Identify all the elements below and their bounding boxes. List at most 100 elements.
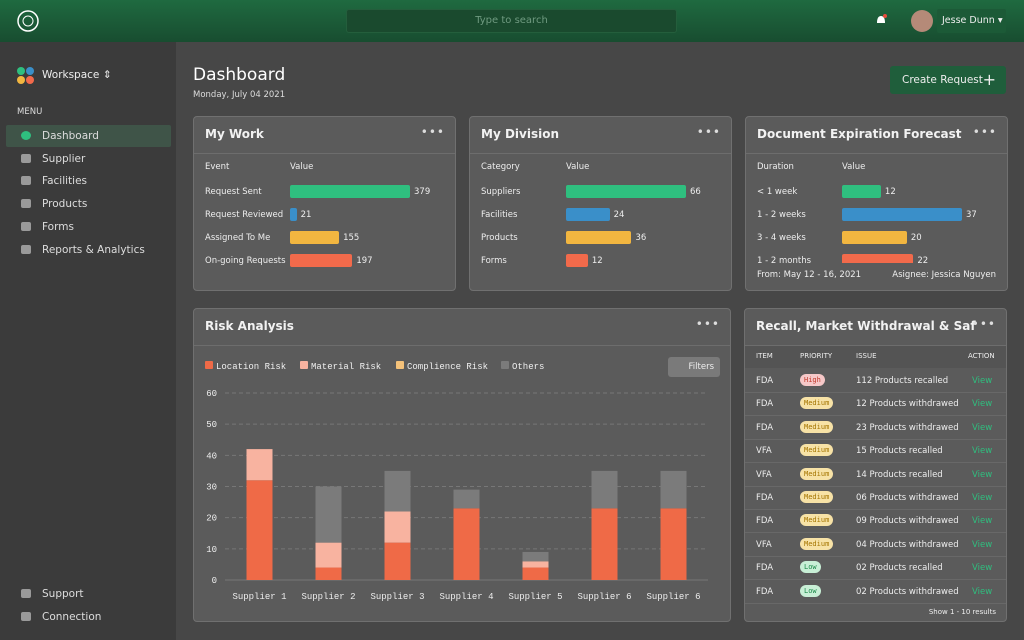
table-cell: 23 Products withdrawed — [856, 423, 959, 433]
legend-swatch — [205, 361, 213, 369]
priority-badge: Medium — [800, 514, 833, 526]
search-box[interactable]: Type to search — [346, 9, 677, 33]
card-title: My Work — [205, 127, 264, 141]
view-link[interactable]: View — [972, 516, 992, 526]
table-cell: 09 Products withdrawed — [856, 516, 959, 526]
menu-icon — [21, 222, 31, 231]
column-header: ITEM — [756, 352, 773, 360]
legend-label: Complience Risk — [407, 362, 488, 372]
widget-card: My Division•••CategoryValueSuppliers66Fa… — [469, 116, 732, 291]
priority-cell: Medium — [800, 514, 833, 526]
value-bar — [290, 185, 410, 198]
menu-item[interactable]: Supplier — [6, 148, 171, 170]
value-bar — [566, 185, 686, 198]
priority-cell: Medium — [800, 444, 833, 456]
menu-item[interactable]: Reports & Analytics — [6, 239, 171, 261]
priority-cell: Medium — [800, 538, 833, 550]
view-link[interactable]: View — [972, 399, 992, 409]
more-menu[interactable]: ••• — [421, 125, 445, 139]
row-divider — [745, 579, 1006, 580]
card-title: Recall, Market Withdrawal & Safety A... — [756, 319, 976, 333]
value-bar — [290, 254, 352, 267]
workspace-icon — [16, 66, 36, 86]
priority-badge: Low — [800, 585, 821, 597]
view-link[interactable]: View — [972, 470, 992, 480]
footer-item[interactable]: Support — [6, 583, 171, 605]
row-label: < 1 week — [757, 187, 797, 197]
bar-segment — [247, 449, 273, 480]
footer-item[interactable]: Connection — [6, 606, 171, 628]
row-label: Assigned To Me — [205, 233, 270, 243]
view-link[interactable]: View — [972, 563, 992, 573]
bar-segment — [592, 508, 618, 580]
menu-item[interactable]: Forms — [6, 216, 171, 238]
bar-segment — [454, 490, 480, 509]
table-cell: 06 Products withdrawed — [856, 493, 959, 503]
row-label: Products — [481, 233, 518, 243]
column-header: PRIORITY — [800, 352, 832, 360]
more-menu[interactable]: ••• — [973, 125, 997, 139]
value-bar — [290, 231, 339, 244]
more-menu[interactable]: ••• — [697, 125, 721, 139]
recall-card: Recall, Market Withdrawal & Safety A... … — [744, 308, 1007, 622]
menu-item[interactable]: Dashboard — [6, 125, 171, 147]
menu-label: MENU — [17, 107, 42, 117]
table-cell: 112 Products recalled — [856, 376, 948, 386]
row-label: Suppliers — [481, 187, 520, 197]
menu-item[interactable]: Facilities — [6, 170, 171, 192]
view-link[interactable]: View — [972, 446, 992, 456]
value-label: 24 — [614, 210, 625, 220]
row-divider — [745, 462, 1006, 463]
legend-swatch — [501, 361, 509, 369]
priority-badge: Medium — [800, 491, 833, 503]
user-menu[interactable]: Jesse Dunn ▾ — [937, 9, 1006, 33]
bar-segment — [316, 487, 342, 543]
sidebar: Workspace ⇕ MENU DashboardSupplierFacili… — [0, 42, 176, 640]
row-divider — [745, 415, 1006, 416]
avatar[interactable] — [911, 10, 933, 32]
top-bar: Type to search Jesse Dunn ▾ — [0, 0, 1024, 42]
priority-cell: High — [800, 374, 825, 386]
y-tick-label: 10 — [206, 545, 217, 555]
row-divider — [745, 556, 1006, 557]
priority-cell: Medium — [800, 468, 833, 480]
menu-icon — [21, 245, 31, 254]
row-label: On-going Requests — [205, 256, 286, 266]
table-cell: FDA — [756, 587, 773, 597]
priority-cell: Low — [800, 561, 821, 573]
priority-badge: Low — [800, 561, 821, 573]
bar-segment — [385, 511, 411, 542]
workspace-switch[interactable]: Workspace ⇕ — [42, 69, 112, 81]
button-label: Create Request — [902, 74, 983, 86]
priority-badge: Medium — [800, 538, 833, 550]
notification-icon[interactable] — [875, 13, 887, 27]
table-cell: 04 Products withdrawed — [856, 540, 959, 550]
x-tick-label: Supplier 5 — [508, 592, 562, 602]
view-link[interactable]: View — [972, 423, 992, 433]
priority-cell: Medium — [800, 491, 833, 503]
row-label: Facilities — [481, 210, 517, 220]
menu-item[interactable]: Products — [6, 193, 171, 215]
table-cell: FDA — [756, 563, 773, 573]
view-link[interactable]: View — [972, 540, 992, 550]
row-label: Request Reviewed — [205, 210, 283, 220]
y-tick-label: 50 — [206, 420, 217, 430]
row-label: Request Sent — [205, 187, 262, 197]
more-menu[interactable]: ••• — [972, 317, 996, 331]
priority-badge: Medium — [800, 468, 833, 480]
menu-icon — [21, 199, 31, 208]
view-link[interactable]: View — [972, 587, 992, 597]
create-request-button[interactable]: Create Request+ — [890, 66, 1006, 94]
bar-segment — [661, 508, 687, 580]
bar-segment — [523, 552, 549, 561]
view-link[interactable]: View — [972, 493, 992, 503]
divider — [194, 153, 455, 154]
table-cell: 02 Products recalled — [856, 563, 943, 573]
page-date: Monday, July 04 2021 — [193, 90, 285, 100]
bar-segment — [385, 543, 411, 580]
table-cell: FDA — [756, 423, 773, 433]
row-divider — [745, 392, 1006, 393]
logo[interactable] — [16, 10, 40, 34]
view-link[interactable]: View — [972, 376, 992, 386]
table-cell: FDA — [756, 399, 773, 409]
